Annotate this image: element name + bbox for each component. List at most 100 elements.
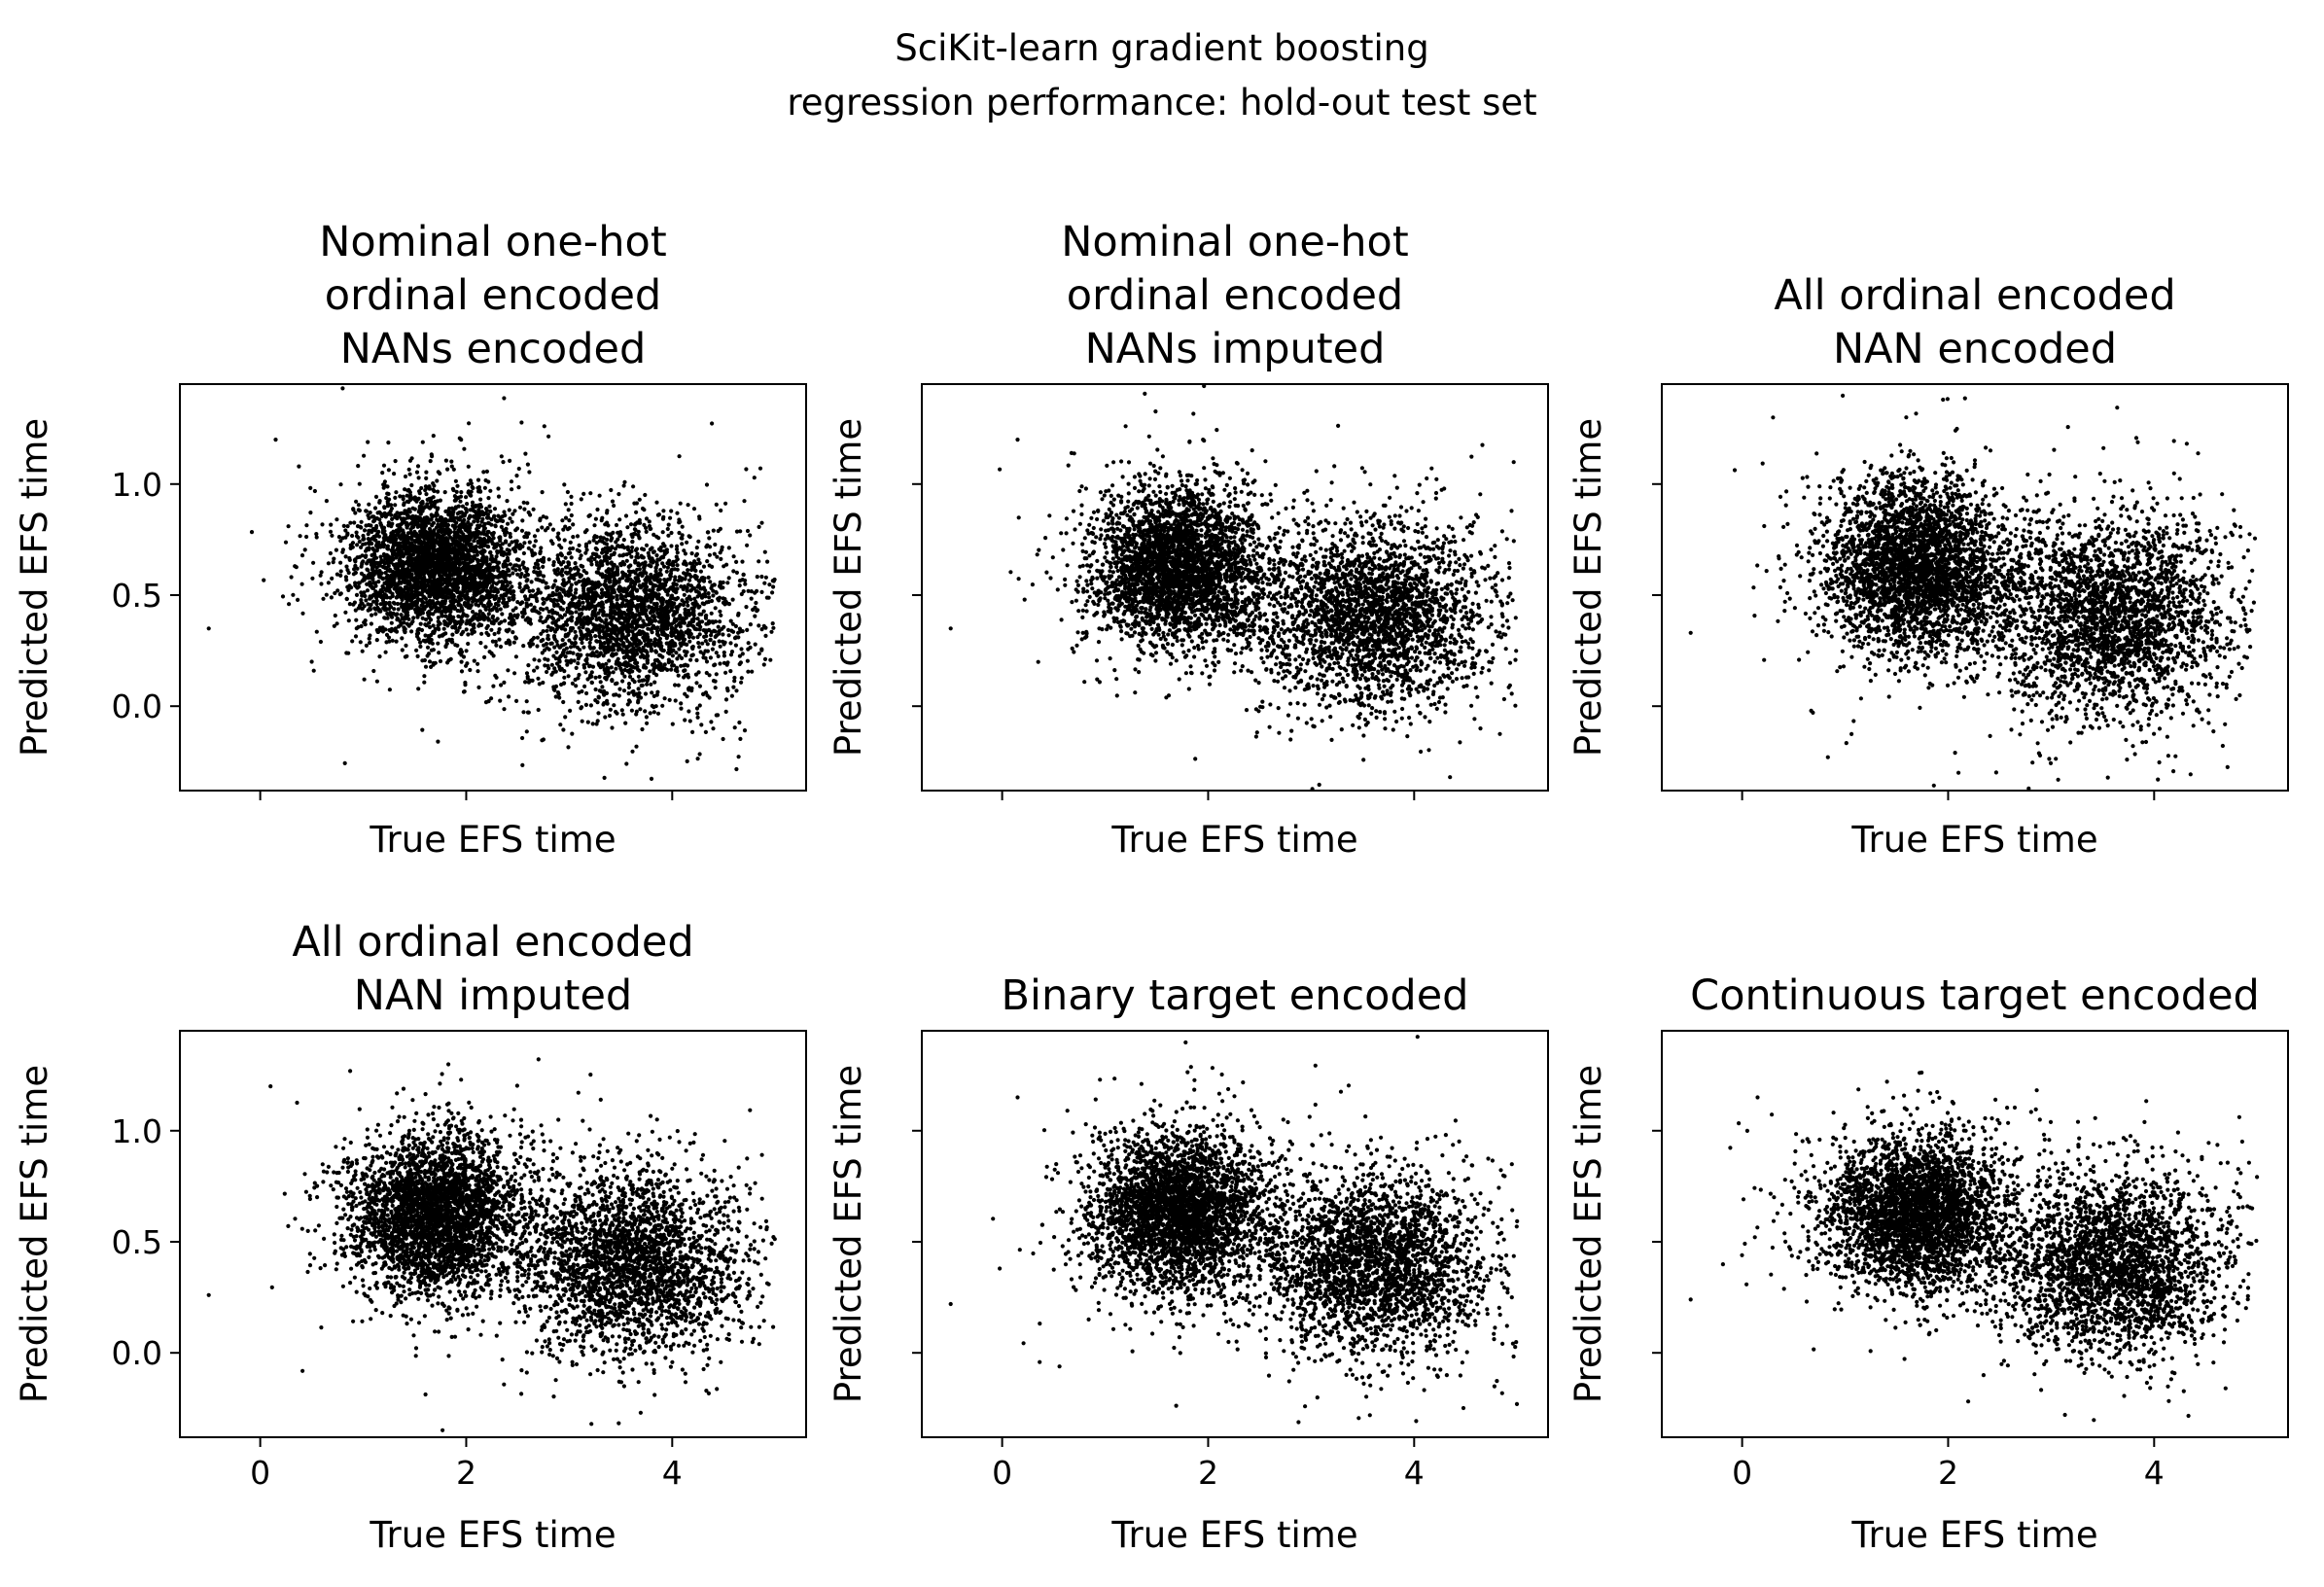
data-point	[360, 553, 365, 558]
data-point	[438, 658, 443, 664]
data-point	[635, 567, 640, 572]
data-point	[393, 585, 399, 590]
data-point	[447, 613, 452, 617]
data-point	[672, 612, 677, 617]
data-point	[446, 551, 451, 556]
data-point	[357, 581, 362, 585]
data-point	[703, 639, 708, 644]
data-point	[428, 552, 433, 557]
data-point	[515, 557, 521, 562]
data-point	[382, 506, 387, 511]
data-point	[629, 708, 635, 713]
data-point	[544, 581, 548, 585]
data-point	[364, 598, 369, 603]
data-point	[621, 483, 626, 488]
data-point	[445, 467, 450, 472]
data-point	[359, 519, 364, 524]
data-point	[744, 605, 749, 610]
data-point	[496, 494, 502, 499]
data-point	[334, 547, 338, 552]
data-point	[332, 623, 336, 628]
data-point	[366, 568, 370, 573]
data-point	[607, 578, 613, 582]
data-point	[395, 523, 400, 528]
data-point	[399, 622, 404, 627]
data-point	[603, 583, 608, 588]
data-point	[494, 643, 499, 648]
data-point	[336, 535, 341, 540]
data-point	[556, 531, 561, 536]
data-point	[652, 625, 657, 631]
data-point	[419, 547, 424, 552]
data-point	[565, 609, 570, 615]
data-point	[474, 583, 478, 588]
data-point	[492, 618, 497, 623]
data-point	[340, 547, 345, 552]
data-point	[561, 699, 566, 705]
data-point	[597, 601, 602, 606]
data-point	[649, 564, 653, 569]
data-point	[630, 749, 635, 754]
data-point	[570, 641, 575, 646]
data-point	[452, 494, 457, 499]
data-point	[522, 507, 527, 511]
data-point	[394, 528, 399, 533]
data-point	[475, 511, 481, 516]
data-point	[454, 489, 459, 494]
data-point	[510, 584, 514, 589]
data-point	[515, 600, 520, 605]
subplot-title: ordinal encoded	[325, 271, 661, 320]
data-point	[350, 533, 355, 539]
data-point	[496, 603, 501, 608]
data-point	[429, 496, 434, 501]
data-point	[419, 550, 424, 555]
data-point	[401, 554, 405, 559]
data-point	[707, 673, 712, 678]
data-point	[669, 530, 674, 536]
data-point	[451, 509, 456, 513]
data-point	[645, 721, 650, 725]
data-point	[545, 628, 549, 633]
data-point	[383, 608, 389, 613]
data-point	[411, 568, 416, 573]
data-point	[308, 511, 313, 515]
data-point	[691, 507, 697, 511]
data-point	[573, 629, 578, 634]
data-point	[552, 645, 557, 650]
data-point	[740, 652, 745, 656]
data-point	[385, 491, 390, 496]
data-point	[362, 576, 367, 582]
data-point	[417, 505, 422, 510]
data-point	[541, 680, 546, 686]
data-point	[497, 627, 502, 632]
data-point	[560, 567, 565, 572]
figure-title-line-2: regression performance: hold-out test se…	[787, 82, 1536, 123]
data-point	[479, 631, 484, 636]
data-point	[393, 459, 398, 464]
data-point	[470, 582, 475, 586]
data-point	[459, 537, 464, 543]
data-point	[568, 567, 573, 572]
data-point	[541, 564, 546, 570]
scatter-points	[206, 386, 777, 791]
data-point	[697, 703, 702, 708]
data-point	[485, 588, 490, 593]
data-point	[446, 581, 451, 585]
data-point	[620, 679, 625, 684]
data-point	[447, 563, 452, 568]
data-point	[581, 663, 586, 668]
data-point	[640, 652, 646, 658]
data-point	[368, 511, 372, 515]
data-point	[475, 661, 480, 666]
data-point	[669, 544, 674, 548]
data-point	[426, 520, 431, 525]
data-point	[549, 662, 554, 667]
data-point	[358, 640, 363, 645]
data-point	[522, 565, 527, 571]
data-point	[507, 568, 511, 573]
data-point	[548, 597, 553, 603]
data-point	[453, 643, 458, 648]
data-point	[507, 694, 511, 699]
data-point	[357, 481, 362, 486]
data-point	[759, 520, 764, 525]
